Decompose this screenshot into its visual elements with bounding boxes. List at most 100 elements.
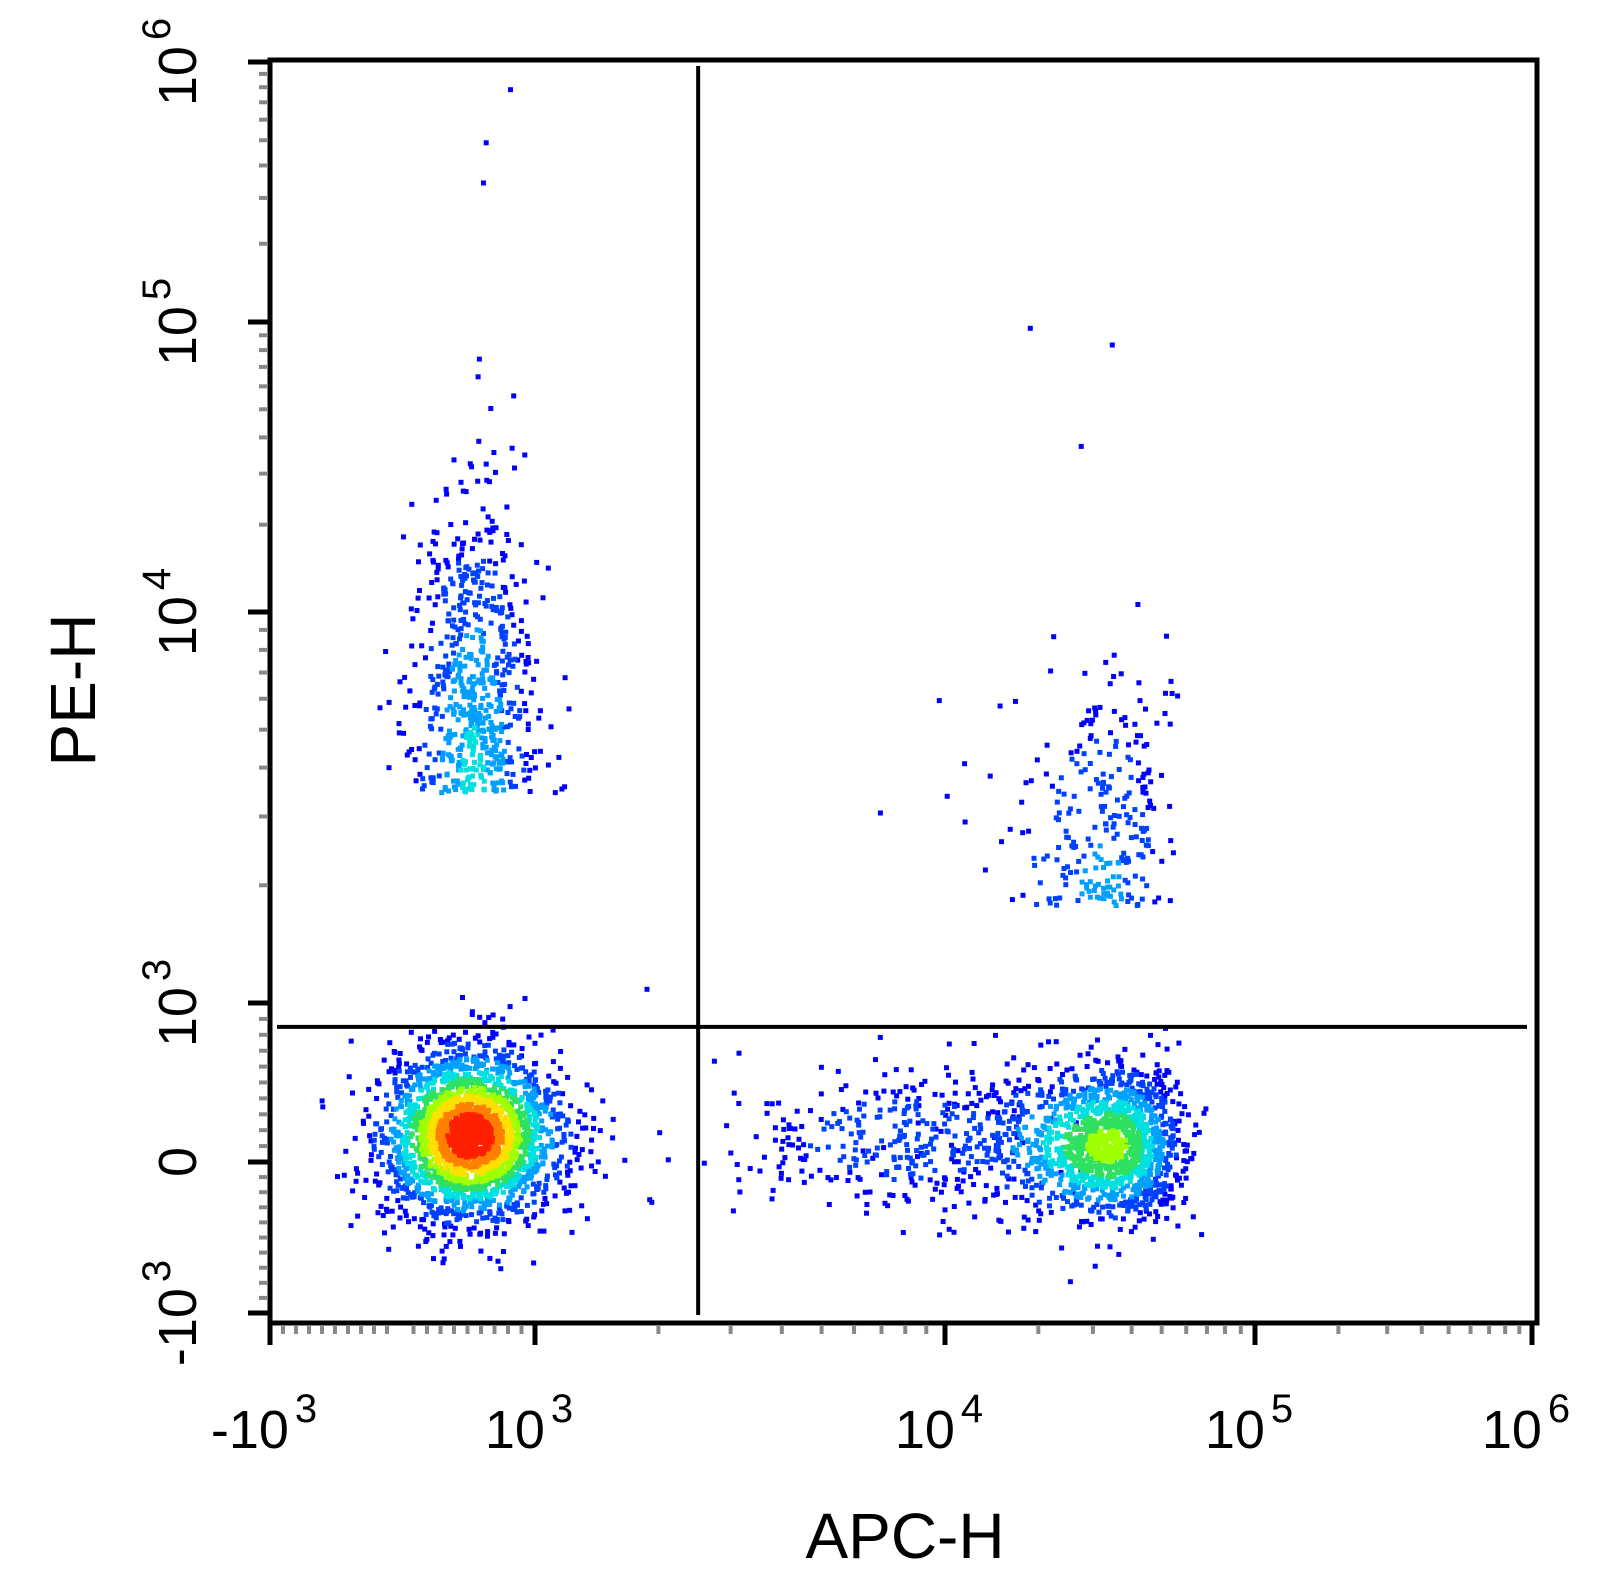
event-dot [1048, 1209, 1054, 1215]
event-dot [428, 1191, 434, 1197]
event-dot [468, 1199, 474, 1205]
event-dot [1056, 788, 1062, 794]
event-dot [821, 1126, 827, 1132]
event-dot [482, 685, 488, 691]
event-dot [477, 1014, 483, 1020]
event-dot [485, 692, 491, 698]
event-dot [473, 602, 479, 608]
event-dot [434, 577, 440, 583]
event-dot [509, 1157, 515, 1162]
event-dot [435, 594, 441, 600]
event-dot [1169, 691, 1175, 696]
event-dot [962, 819, 968, 825]
event-dot [1074, 761, 1080, 767]
event-dot [505, 538, 511, 543]
event-dot [521, 1131, 527, 1137]
event-dot [469, 766, 475, 772]
event-dot [1108, 774, 1114, 780]
event-dot [1104, 1089, 1110, 1095]
event-dot [475, 1079, 481, 1084]
event-dot [486, 702, 492, 708]
event-dot [553, 1112, 559, 1118]
event-dot [622, 1157, 628, 1163]
event-dot [403, 704, 409, 710]
event-dot [1154, 1062, 1160, 1068]
event-dot [477, 754, 483, 760]
event-dot [1123, 1199, 1129, 1205]
event-dot [447, 704, 453, 710]
event-dot [1037, 1173, 1043, 1179]
event-dot [516, 1163, 522, 1169]
event-dot [1174, 1079, 1180, 1085]
event-dot [480, 727, 486, 733]
event-dot [469, 1089, 475, 1095]
event-dot [583, 1125, 589, 1131]
event-dot [450, 1232, 456, 1238]
event-dot [458, 1066, 464, 1072]
event-dot [1099, 1068, 1105, 1073]
event-dot [507, 1114, 513, 1120]
event-dot [482, 738, 488, 744]
event-dot [1095, 1243, 1100, 1249]
event-dot [579, 1147, 585, 1153]
event-dot [487, 529, 493, 535]
event-dot [396, 730, 402, 736]
event-dot [757, 1168, 763, 1174]
event-dot [906, 1166, 911, 1171]
event-dot [1085, 1156, 1091, 1162]
event-dot [470, 747, 476, 753]
event-dot [435, 1142, 441, 1148]
event-dot [439, 1185, 445, 1191]
event-dot [457, 1238, 463, 1244]
event-dot [469, 1012, 475, 1017]
event-dot [1059, 1079, 1064, 1085]
event-dot [1051, 1111, 1057, 1117]
event-dot [468, 1102, 474, 1108]
event-dot [527, 1154, 533, 1160]
event-dot [432, 602, 438, 608]
event-dot [379, 1162, 385, 1167]
event-dot [524, 1103, 530, 1109]
event-dot [395, 1198, 401, 1204]
event-dot [1143, 842, 1149, 848]
event-dot [396, 1165, 402, 1171]
event-dot [991, 1092, 997, 1098]
event-dot [416, 559, 421, 565]
event-dot [1164, 633, 1169, 639]
event-dot [448, 1055, 454, 1061]
event-dot [1145, 805, 1151, 810]
event-dot [1066, 810, 1072, 816]
event-dot [490, 1034, 496, 1040]
event-dot [531, 1111, 537, 1117]
event-dot [531, 1086, 537, 1092]
event-dot [386, 1069, 392, 1075]
event-dot [486, 1077, 492, 1083]
event-dot [915, 1120, 921, 1126]
event-dot [1076, 1224, 1082, 1230]
event-dot [499, 682, 505, 688]
event-dot [457, 1164, 463, 1170]
event-dot [471, 1077, 477, 1083]
event-dot [497, 1136, 503, 1142]
event-dot [1105, 1060, 1110, 1066]
event-dot [404, 1130, 410, 1135]
event-dot [1078, 1195, 1084, 1200]
event-dot [1117, 1121, 1123, 1127]
event-dot [839, 1126, 845, 1132]
event-dot [1106, 1210, 1112, 1216]
event-dot [559, 1139, 565, 1145]
event-dot [507, 1070, 513, 1076]
event-dot [1054, 799, 1060, 805]
event-dot [853, 1157, 859, 1163]
event-dot [1162, 1108, 1168, 1114]
event-dot [417, 1194, 423, 1200]
event-dot [445, 1064, 451, 1070]
event-dot [541, 1228, 547, 1234]
event-dot [1128, 774, 1134, 780]
event-dot [464, 597, 470, 603]
event-dot [1121, 850, 1127, 856]
event-dot [504, 759, 510, 764]
event-dot [1081, 751, 1087, 757]
event-dot [1066, 1124, 1072, 1130]
event-dot [483, 140, 489, 146]
